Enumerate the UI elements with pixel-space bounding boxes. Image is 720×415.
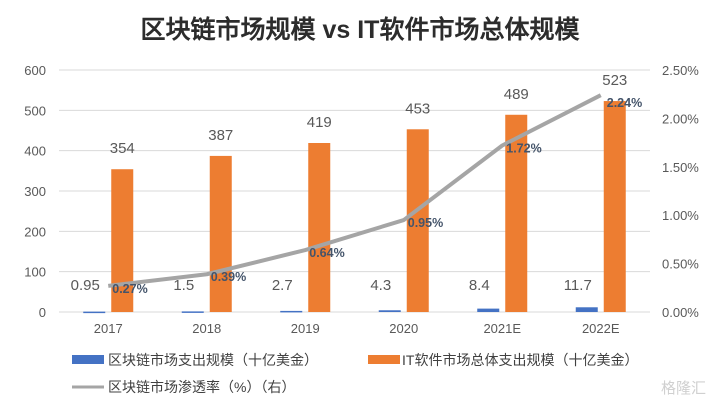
legend-swatch-it xyxy=(368,355,400,364)
x-tick-label: 2022E xyxy=(582,321,620,336)
right-tick-label: 1.50% xyxy=(662,160,699,175)
blockchain-bar-label: 0.95 xyxy=(71,277,100,294)
it-bar-label: 453 xyxy=(405,100,430,117)
penetration-label: 2.24% xyxy=(607,96,642,110)
penetration-line-path xyxy=(108,93,602,288)
legend-label-it: IT软件市场总体支出规模（十亿美金） xyxy=(402,352,638,368)
x-tick-label: 2019 xyxy=(291,321,320,336)
x-tick-label: 2018 xyxy=(192,321,221,336)
blockchain-bar-label: 2.7 xyxy=(272,277,293,294)
left-tick-label: 0 xyxy=(39,305,46,320)
blockchain-bar xyxy=(477,308,500,312)
it-bar xyxy=(111,169,134,312)
blockchain-bar xyxy=(181,311,204,313)
it-bar-label: 354 xyxy=(110,140,135,157)
left-tick-label: 300 xyxy=(24,184,46,199)
left-tick-label: 200 xyxy=(24,224,46,239)
blockchain-bar xyxy=(378,310,401,312)
it-bar xyxy=(603,101,626,312)
it-bar xyxy=(505,114,528,313)
it-bar xyxy=(209,155,232,312)
right-tick-label: 1.00% xyxy=(662,208,699,223)
left-tick-label: 400 xyxy=(24,144,46,159)
x-tick-label: 2020 xyxy=(389,321,418,336)
right-tick-label: 0.00% xyxy=(662,305,699,320)
left-tick-label: 600 xyxy=(24,63,46,78)
it-bar xyxy=(406,129,429,312)
penetration-label: 1.72% xyxy=(506,142,541,156)
penetration-label: 0.95% xyxy=(408,216,443,230)
blockchain-bar-label: 8.4 xyxy=(469,277,490,294)
penetration-label: 0.39% xyxy=(211,270,246,284)
x-tick-label: 2017 xyxy=(94,321,123,336)
it-bar-label: 489 xyxy=(504,86,529,103)
right-tick-label: 2.00% xyxy=(662,111,699,126)
legend: 区块链市场支出规模（十亿美金） IT软件市场总体支出规模（十亿美金） 区块链市场… xyxy=(72,352,638,395)
legend-label-blockchain: 区块链市场支出规模（十亿美金） xyxy=(108,352,318,368)
blockchain-bar xyxy=(83,311,106,314)
it-bar-label: 387 xyxy=(208,127,233,144)
right-axis: 0.00% 0.50% 1.00% 1.50% 2.00% 2.50% xyxy=(662,63,699,320)
penetration-label: 0.27% xyxy=(112,282,147,296)
left-tick-label: 100 xyxy=(24,265,46,280)
penetration-line: 0.27% 0.39% 0.64% 0.95% 1.72% 2.24% xyxy=(108,93,642,296)
left-axis: 0 100 200 300 400 500 600 xyxy=(24,63,46,320)
left-tick-label: 500 xyxy=(24,103,46,118)
x-tick-label: 2021E xyxy=(483,321,521,336)
penetration-label: 0.64% xyxy=(309,246,344,260)
blockchain-bar xyxy=(280,310,303,313)
bars: 0.95 1.5 2.7 4.3 8.4 11.7 354 387 419 453 489 523 xyxy=(71,72,627,314)
blockchain-bar xyxy=(575,307,598,312)
watermark: 格隆汇 xyxy=(661,380,706,397)
right-tick-label: 2.50% xyxy=(662,63,699,78)
legend-swatch-blockchain xyxy=(72,355,104,364)
blockchain-bar-label: 1.5 xyxy=(173,277,194,294)
it-bar-label: 419 xyxy=(307,114,332,131)
chart-title: 区块链市场规模 vs IT软件市场总体规模 xyxy=(141,15,581,44)
gridlines xyxy=(59,69,650,313)
blockchain-bar-label: 11.7 xyxy=(564,277,592,294)
right-tick-label: 0.50% xyxy=(662,257,699,272)
legend-label-penetration: 区块链市场渗透率（%）（右） xyxy=(108,379,295,395)
blockchain-bar-label: 4.3 xyxy=(370,277,391,294)
it-bar-label: 523 xyxy=(602,72,627,89)
it-bar xyxy=(308,143,331,312)
x-axis: 2017 2018 2019 2020 2021E 2022E xyxy=(94,321,620,336)
